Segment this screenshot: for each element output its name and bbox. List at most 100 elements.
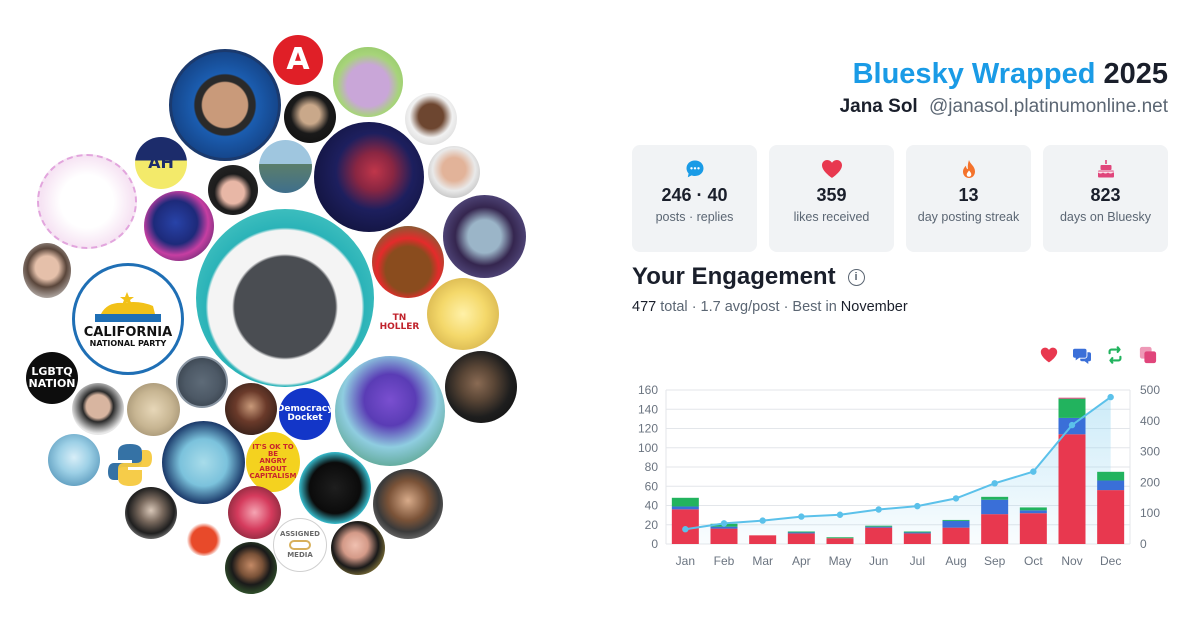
- avatar-silhouette-man: [445, 351, 517, 423]
- y-left-tick-label: 100: [638, 441, 658, 455]
- avatar-assigned-media: ASSIGNED MEDIA: [273, 518, 327, 572]
- bar-segment: [710, 526, 738, 529]
- bar-segment: [787, 533, 815, 544]
- bar-segment: [1097, 490, 1125, 544]
- avatar-woman-stage: [225, 383, 277, 435]
- bar-segment: [1058, 434, 1086, 544]
- title-year: 2025: [1103, 58, 1168, 90]
- engagement-title: Your Engagement i: [632, 263, 865, 291]
- avatar-ghost-girl: [443, 195, 526, 278]
- user-name: Jana Sol: [839, 96, 918, 117]
- avatar-older-man: [428, 146, 480, 198]
- avatar-angry-capitalism: IT'S OK TO BE ANGRY ABOUT CAPITALISM: [246, 432, 300, 492]
- total-number: 477: [632, 299, 657, 315]
- bar-segment: [826, 538, 854, 544]
- engagement-summary: 477 total · 1.7 avg/post · Best in Novem…: [632, 299, 908, 315]
- avatar-woman-monochrome: [125, 487, 177, 539]
- avatar-purple-robot: [335, 356, 445, 466]
- user-handle: @janasol.platinumonline.net: [929, 96, 1168, 117]
- avatar-tn-holler: TN HOLLER: [372, 303, 427, 343]
- avatar-woman-dark-hair-2: [331, 521, 385, 575]
- avatar-ah: AH: [135, 137, 187, 189]
- x-tick-label: Jun: [869, 554, 888, 568]
- lgbtq-line-1: LGBTQ: [31, 365, 73, 379]
- replies-legend-icon[interactable]: [1073, 346, 1091, 364]
- bar-segment: [1058, 398, 1086, 418]
- media-line-2: MEDIA: [287, 551, 313, 559]
- cumulative-point: [991, 480, 998, 487]
- stat-value: 13: [958, 185, 979, 205]
- quotes-legend-icon[interactable]: [1139, 346, 1157, 364]
- x-tick-label: Aug: [945, 554, 966, 568]
- avatar-portrait-painting: [284, 91, 336, 143]
- y-left-tick-label: 120: [638, 422, 658, 436]
- y-left-tick-label: 160: [638, 383, 658, 397]
- avatar-darth-vader: [299, 452, 371, 524]
- bar-segment: [942, 520, 970, 528]
- y-left-tick-label: 80: [645, 460, 659, 474]
- best-month: November: [840, 299, 908, 315]
- avatar-dog: [127, 383, 180, 436]
- avatar-blonde-person: [48, 434, 100, 486]
- y-right-tick-label: 500: [1140, 383, 1160, 397]
- bar-segment: [787, 532, 815, 534]
- avatar-large-mascot: [196, 209, 374, 387]
- bar-segment: [826, 537, 854, 539]
- x-tick-label: Sep: [984, 554, 1006, 568]
- democracy-line-2: Docket: [287, 413, 323, 423]
- cumulative-point: [914, 502, 921, 510]
- avatar-california-national-party: CALIFORNIA NATIONAL PARTY: [72, 263, 184, 375]
- avatar-donkey-kong: [372, 226, 444, 298]
- angry-line-3: CAPITALISM: [249, 472, 297, 481]
- y-left-tick-label: 0: [651, 537, 658, 551]
- chat-bubble-icon: [686, 160, 703, 178]
- stat-value: 246 · 40: [661, 185, 728, 205]
- bar-segment: [942, 519, 970, 521]
- cumulative-point: [682, 526, 689, 533]
- x-tick-label: Apr: [792, 554, 811, 568]
- cumulative-point: [798, 513, 805, 520]
- y-right-tick-label: 300: [1140, 445, 1160, 459]
- avatar-space-dragon: [314, 122, 424, 232]
- stat-label: likes received: [793, 210, 870, 224]
- x-tick-label: Dec: [1100, 554, 1121, 568]
- avatar-letter-a: A: [273, 35, 323, 85]
- stat-card-posts: 246 · 40 posts · replies: [632, 145, 757, 252]
- avatar-pink-robot: [228, 486, 281, 539]
- x-tick-label: Feb: [714, 554, 735, 568]
- bar-segment: [1019, 510, 1047, 514]
- bar-segment: [671, 506, 699, 510]
- stat-value: 359: [816, 185, 847, 205]
- avatar-blue-horse: [144, 191, 214, 261]
- bar-segment: [942, 527, 970, 544]
- total-word: total: [660, 299, 688, 315]
- y-right-tick-label: 0: [1140, 537, 1147, 551]
- avatar-bearded-man: [373, 469, 443, 539]
- x-tick-label: Mar: [752, 554, 773, 568]
- bar-segment: [865, 527, 893, 544]
- avatar-man-greenery: [225, 542, 277, 594]
- chart-legend: [1040, 346, 1157, 364]
- lgbtq-line-2: NATION: [28, 377, 76, 390]
- bar-segment: [1019, 513, 1047, 544]
- reposts-legend-icon[interactable]: [1106, 346, 1124, 364]
- cumulative-point: [759, 517, 766, 524]
- engagement-heading: Your Engagement: [632, 263, 836, 290]
- page-title: Bluesky Wrapped 2025: [853, 58, 1168, 91]
- bar-segment: [1097, 480, 1125, 491]
- bar-segment: [671, 497, 699, 507]
- bar-segment: [865, 525, 893, 527]
- likes-legend-icon[interactable]: [1040, 346, 1058, 364]
- stat-card-likes: 359 likes received: [769, 145, 894, 252]
- info-icon[interactable]: i: [847, 268, 865, 286]
- cumulative-point: [1107, 393, 1114, 401]
- bar-segment: [903, 533, 931, 544]
- cumulative-point: [1030, 468, 1037, 475]
- bar-segment: [981, 514, 1009, 544]
- media-line-1: ASSIGNED: [280, 529, 320, 538]
- bar-segment: [865, 526, 893, 528]
- angry-line-2: ANGRY ABOUT: [259, 457, 287, 473]
- flame-icon: [962, 160, 975, 178]
- python-logo-icon: [104, 438, 156, 490]
- x-tick-label: Nov: [1061, 554, 1082, 568]
